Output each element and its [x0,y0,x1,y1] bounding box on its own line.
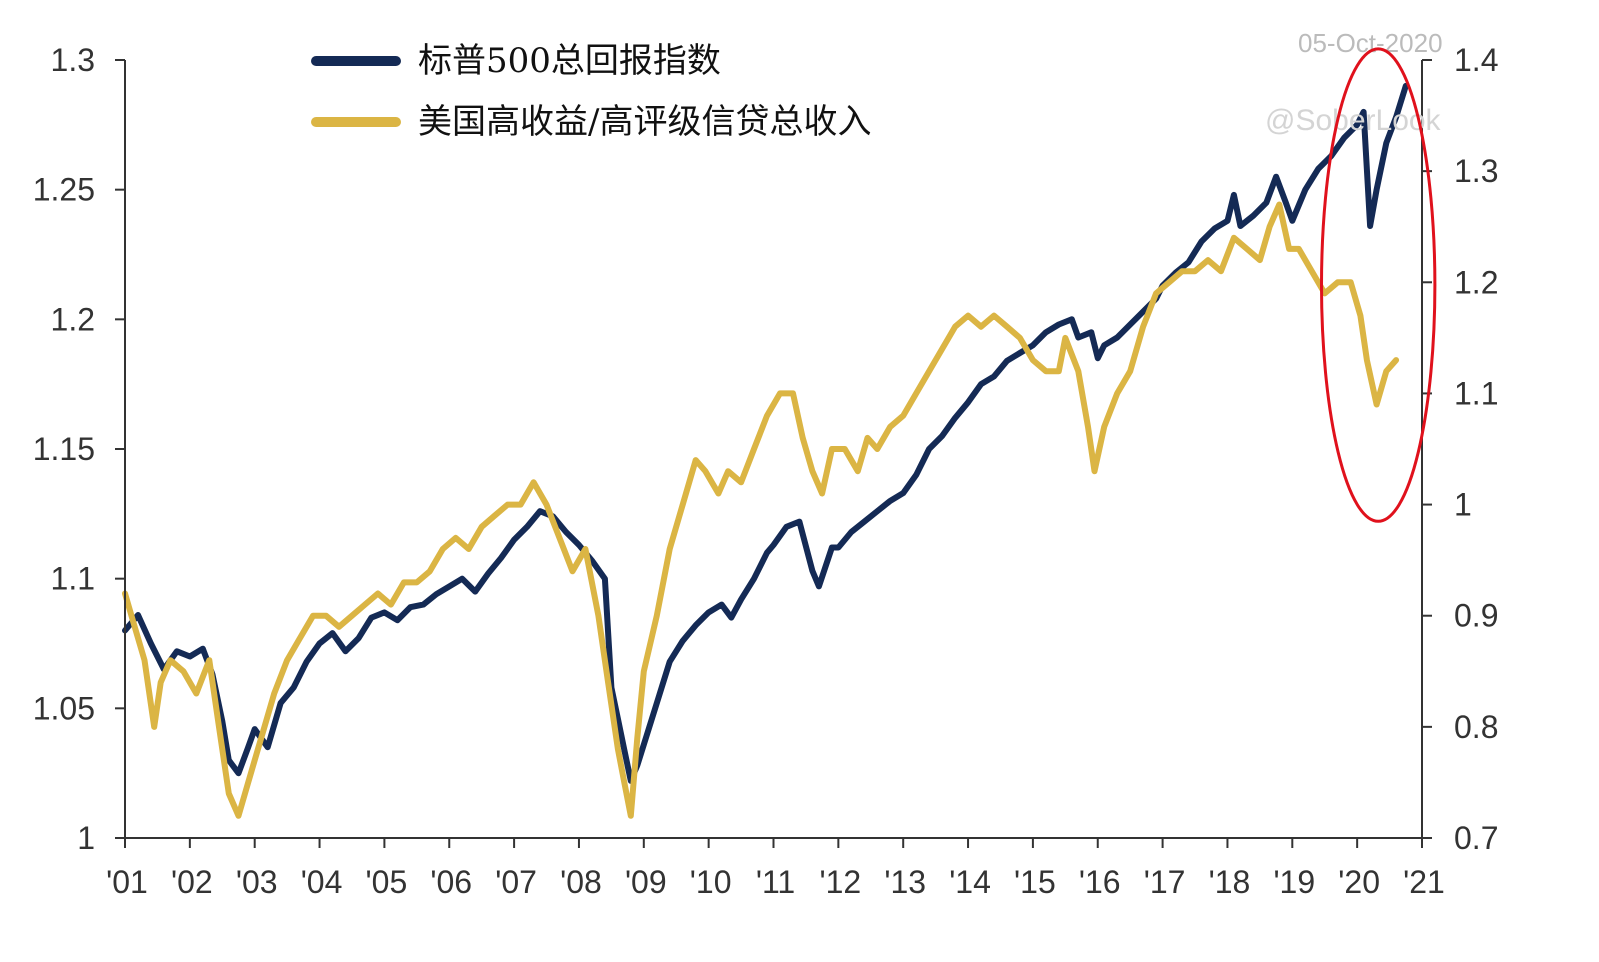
x-tick-label: '04 [301,864,343,900]
right-tick-label: 1.4 [1454,42,1498,78]
right-tick-label: 0.9 [1454,598,1498,634]
legend: 标普500总回报指数 美国高收益/高评级信贷总收入 [300,28,1060,148]
legend-label-sp500: 标普500总回报指数 [418,41,721,81]
x-tick-label: '18 [1209,864,1251,900]
right-tick-label: 1.2 [1454,264,1498,300]
left-tick-label: 1 [77,820,95,856]
x-tick-label: '02 [171,864,213,900]
x-tick-label: '17 [1144,864,1186,900]
right-tick-label: 1.3 [1454,153,1498,189]
series-line-sp500 [122,82,1409,784]
x-tick-label: '06 [430,864,472,900]
left-tick-label: 1.05 [33,690,95,726]
x-tick-label: '20 [1338,864,1380,900]
right-tick-label: 1 [1454,487,1472,523]
x-tick-label: '15 [1014,864,1056,900]
x-tick-label: '01 [106,864,148,900]
x-tick-label: '16 [1079,864,1121,900]
highlight-ellipse [1320,47,1437,523]
x-axis: '01 '02 '03 '04 '05 '06 '07 '08 '09 '10 '11 '12 '13 '… [106,838,1445,900]
x-tick-label: '03 [236,864,278,900]
plot-lines [122,82,1409,819]
x-tick-label: '21 [1403,864,1445,900]
watermark-date: 05-Oct-2020 [1298,28,1443,58]
legend-background [300,28,1060,148]
right-y-axis: 0.7 0.8 0.9 1 1.1 1.2 1.3 1.4 [1422,42,1498,856]
right-tick-label: 1.1 [1454,375,1498,411]
x-tick-label: '19 [1273,864,1315,900]
x-tick-label: '12 [819,864,861,900]
right-tick-label: 0.8 [1454,709,1498,745]
x-tick-label: '08 [560,864,602,900]
x-tick-label: '13 [884,864,926,900]
x-tick-label: '09 [625,864,667,900]
x-tick-label: '05 [366,864,408,900]
x-tick-label: '10 [690,864,732,900]
x-tick-label: '14 [949,864,991,900]
x-tick-label: '07 [495,864,537,900]
left-tick-label: 1.1 [51,561,95,597]
left-tick-label: 1.2 [51,301,95,337]
right-tick-label: 0.7 [1454,820,1498,856]
legend-label-hy-ig: 美国高收益/高评级信贷总收入 [418,102,871,142]
left-y-axis: 1 1.05 1.1 1.15 1.2 1.25 1.3 [33,42,125,856]
left-tick-label: 1.15 [33,431,95,467]
x-tick-label: '11 [756,864,795,900]
left-tick-label: 1.3 [51,42,95,78]
watermark-handle: @SoberLook [1265,104,1442,137]
left-tick-label: 1.25 [33,172,95,208]
series-line-hy_ig [122,201,1400,819]
